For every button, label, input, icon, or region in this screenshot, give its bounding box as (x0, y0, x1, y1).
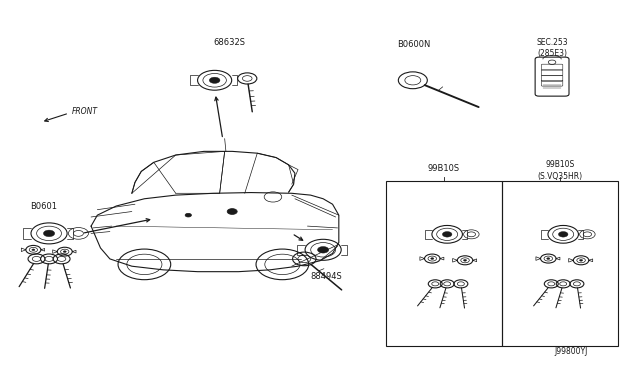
Circle shape (463, 259, 467, 261)
Bar (502, 180, 618, 346)
Text: J99800YJ: J99800YJ (554, 347, 588, 356)
Text: SEC.253
(285E3): SEC.253 (285E3) (536, 38, 568, 58)
Circle shape (580, 259, 582, 261)
Circle shape (559, 231, 568, 237)
Circle shape (44, 230, 54, 237)
Circle shape (317, 247, 329, 253)
Text: FRONT: FRONT (72, 108, 99, 116)
Circle shape (185, 214, 191, 217)
Circle shape (63, 251, 66, 253)
Text: 99B10S: 99B10S (428, 164, 460, 173)
Text: 99B10S
(S.VQ35HR): 99B10S (S.VQ35HR) (538, 160, 582, 180)
Circle shape (209, 77, 220, 83)
Text: B0600N: B0600N (397, 40, 431, 49)
Bar (386, 180, 502, 346)
Text: 88494S: 88494S (310, 272, 342, 280)
Text: B0601: B0601 (31, 202, 58, 211)
Circle shape (547, 258, 550, 259)
Circle shape (442, 231, 452, 237)
Circle shape (227, 209, 237, 214)
Circle shape (431, 258, 434, 259)
Circle shape (32, 249, 35, 251)
Text: 68632S: 68632S (213, 38, 245, 47)
